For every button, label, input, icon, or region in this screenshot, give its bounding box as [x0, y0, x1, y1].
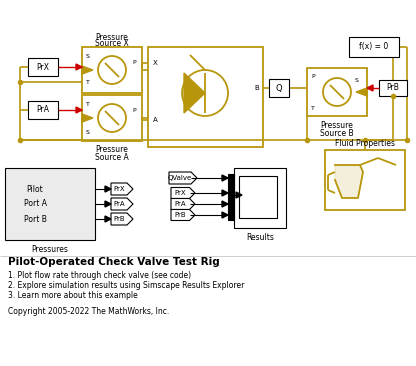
Text: PrA: PrA: [113, 201, 125, 207]
Polygon shape: [222, 201, 228, 207]
Bar: [379, 80, 407, 96]
Text: PrX: PrX: [113, 186, 125, 192]
Bar: [82, 47, 142, 93]
Text: Pressures: Pressures: [32, 244, 69, 254]
Bar: [325, 150, 405, 210]
Text: Port B: Port B: [24, 214, 47, 224]
Text: Source B: Source B: [320, 128, 354, 138]
Text: PrX: PrX: [37, 63, 50, 71]
Text: Pressure: Pressure: [321, 122, 354, 131]
Text: Pilot-Operated Check Valve Test Rig: Pilot-Operated Check Valve Test Rig: [8, 257, 220, 267]
Bar: [28, 58, 58, 76]
Polygon shape: [111, 183, 133, 195]
Text: PrA: PrA: [174, 201, 186, 207]
Polygon shape: [236, 192, 242, 198]
Polygon shape: [111, 198, 133, 210]
Text: P: P: [132, 108, 136, 112]
Text: PrA: PrA: [37, 105, 50, 115]
Polygon shape: [169, 172, 197, 184]
Bar: [307, 68, 367, 116]
Bar: [269, 79, 289, 97]
Polygon shape: [76, 107, 82, 113]
Polygon shape: [76, 64, 82, 70]
Text: 1. Plot flow rate through check valve (see code): 1. Plot flow rate through check valve (s…: [8, 270, 191, 280]
Text: f(x) = 0: f(x) = 0: [359, 42, 389, 52]
Text: PrB: PrB: [113, 216, 125, 222]
Polygon shape: [335, 165, 363, 198]
Text: Pressure: Pressure: [96, 33, 129, 41]
Text: Fluid Properties: Fluid Properties: [335, 138, 395, 147]
Polygon shape: [222, 212, 228, 218]
Polygon shape: [82, 66, 93, 74]
Polygon shape: [171, 187, 195, 198]
Text: B: B: [255, 85, 259, 91]
Text: Source A: Source A: [95, 153, 129, 161]
Text: T: T: [86, 79, 90, 85]
Text: S: S: [86, 55, 90, 60]
Text: Copyright 2005-2022 The MathWorks, Inc.: Copyright 2005-2022 The MathWorks, Inc.: [8, 306, 169, 315]
Text: QValve: QValve: [168, 175, 192, 181]
Polygon shape: [222, 190, 228, 196]
Polygon shape: [356, 88, 367, 96]
Polygon shape: [105, 201, 111, 207]
Polygon shape: [222, 175, 228, 181]
Polygon shape: [111, 213, 133, 225]
Bar: [239, 176, 277, 218]
Text: X: X: [153, 60, 157, 66]
Text: Pressure: Pressure: [96, 146, 129, 154]
Polygon shape: [367, 85, 373, 91]
Text: A: A: [153, 117, 157, 123]
Text: Results: Results: [246, 234, 274, 243]
Text: 2. Explore simulation results using Simscape Results Explorer: 2. Explore simulation results using Sims…: [8, 280, 244, 290]
Polygon shape: [105, 216, 111, 222]
Text: P: P: [132, 60, 136, 64]
Text: PrB: PrB: [386, 83, 399, 93]
Text: T: T: [86, 101, 90, 107]
Polygon shape: [171, 198, 195, 209]
Polygon shape: [82, 114, 93, 122]
Bar: [82, 95, 142, 141]
Text: Q: Q: [276, 83, 282, 93]
Polygon shape: [171, 209, 195, 220]
Text: Pilot: Pilot: [27, 184, 43, 194]
Bar: [228, 174, 234, 220]
Text: Source X: Source X: [95, 40, 129, 49]
Bar: [148, 47, 263, 147]
Text: S: S: [355, 78, 359, 82]
Text: S: S: [86, 130, 90, 134]
Bar: [28, 101, 58, 119]
Text: PrB: PrB: [174, 212, 186, 218]
Bar: [5, 168, 95, 240]
Polygon shape: [105, 186, 111, 192]
Polygon shape: [184, 73, 205, 113]
Text: T: T: [311, 105, 315, 111]
Text: 3. Learn more about this example: 3. Learn more about this example: [8, 291, 138, 299]
Text: P: P: [311, 74, 315, 78]
Bar: [234, 168, 286, 228]
Text: PrX: PrX: [174, 190, 186, 196]
Bar: [349, 37, 399, 57]
Text: Port A: Port A: [23, 199, 47, 209]
